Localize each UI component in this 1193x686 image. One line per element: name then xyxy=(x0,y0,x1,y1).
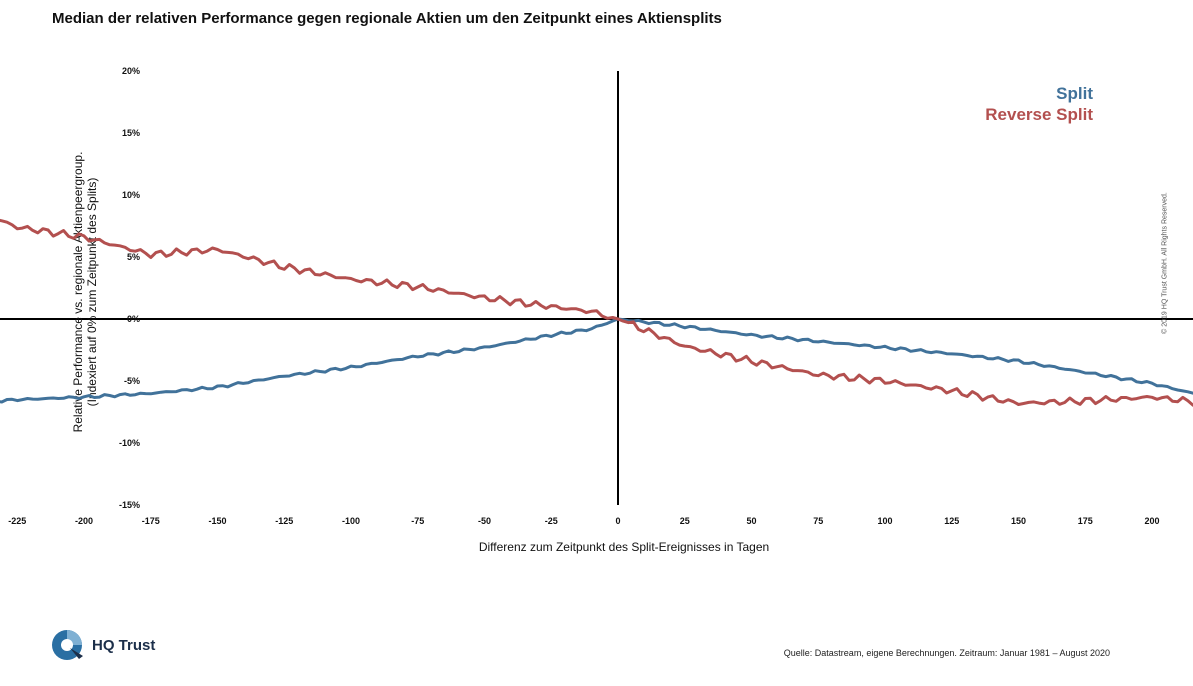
x-tick-label: -25 xyxy=(545,516,558,526)
y-tick-label: 10% xyxy=(122,190,140,200)
y-tick-label: -15% xyxy=(119,500,140,510)
y-tick-label: -5% xyxy=(124,376,140,386)
legend-entry: Split xyxy=(1056,84,1093,103)
source-note: Quelle: Datastream, eigene Berechnungen.… xyxy=(783,648,1110,658)
y-axis-label-line: Relative Performance vs. regionale Aktie… xyxy=(71,152,85,433)
series-line-split xyxy=(0,317,1193,404)
legend-entry: Reverse Split xyxy=(985,105,1093,124)
x-tick-label: 125 xyxy=(944,516,959,526)
x-tick-label: 200 xyxy=(1144,516,1159,526)
x-tick-label: 0 xyxy=(615,516,620,526)
y-tick-label: -10% xyxy=(119,438,140,448)
hq-trust-logo-icon xyxy=(52,630,83,660)
x-tick-label: -125 xyxy=(275,516,293,526)
y-tick-label: 5% xyxy=(127,252,140,262)
x-tick-label: -200 xyxy=(75,516,93,526)
y-tick-label: 20% xyxy=(122,66,140,76)
series-line-reverse-split xyxy=(0,218,1193,407)
x-tick-label: 75 xyxy=(813,516,823,526)
x-tick-label: 150 xyxy=(1011,516,1026,526)
x-tick-label: -75 xyxy=(411,516,424,526)
y-tick-label: 0% xyxy=(127,314,140,324)
y-axis-label: Relative Performance vs. regionale Aktie… xyxy=(71,152,99,433)
x-tick-label: -50 xyxy=(478,516,491,526)
copyright-note: © 2019 HQ Trust GmbH. All Rights Reserve… xyxy=(1161,192,1169,334)
x-tick-label: -150 xyxy=(208,516,226,526)
chart-title: Median der relativen Performance gegen r… xyxy=(52,10,722,27)
y-tick-label: 15% xyxy=(122,128,140,138)
x-tick-label: 175 xyxy=(1078,516,1093,526)
x-tick-label: -175 xyxy=(142,516,160,526)
x-tick-label: 100 xyxy=(877,516,892,526)
logo-text: HQ Trust xyxy=(92,636,156,654)
company-logo: HQ Trust xyxy=(50,628,155,662)
x-tick-label: -225 xyxy=(8,516,26,526)
x-tick-label: 25 xyxy=(680,516,690,526)
x-tick-label: -100 xyxy=(342,516,360,526)
y-axis-label-line: (Indexiert auf 0% zum Zeitpunkt des Spli… xyxy=(85,178,99,407)
x-tick-label: 50 xyxy=(746,516,756,526)
x-axis-label: Differenz zum Zeitpunkt des Split-Ereign… xyxy=(479,540,769,554)
